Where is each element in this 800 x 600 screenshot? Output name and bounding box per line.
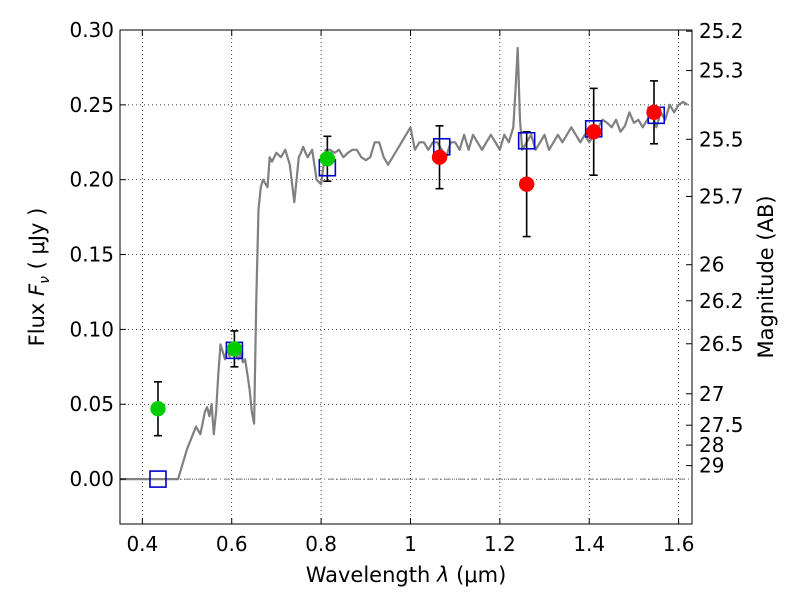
spectrum-layer: [120, 46, 689, 481]
magnitude-tick-label: 25.5: [699, 127, 744, 151]
x-tick-label: 1.4: [573, 532, 605, 556]
x-tick-label: 0.6: [216, 532, 248, 556]
magnitude-tick-label: 28: [699, 433, 724, 457]
y-tick-label: 0.15: [69, 243, 114, 267]
near-ir-photometry-point: [585, 124, 602, 140]
magnitude-axis-label: Magnitude (AB): [754, 195, 778, 358]
axis-ticks: 0.4 0.6 0.8 1 1.2 1.4 1.6 0.00 0.05 0.10 0.15 0.20 0…: [69, 18, 743, 556]
x-tick-label: 0.4: [126, 532, 158, 556]
near-ir-photometry-point: [518, 176, 535, 192]
model-photometry-square: [517, 131, 536, 150]
x-tick-label: 1: [404, 532, 417, 556]
y-axis-label-subscript: ν: [37, 276, 53, 284]
magnitude-tick-label: 27: [699, 382, 724, 406]
marker-layer: [149, 104, 666, 488]
x-axis-label: Wavelength λ (μm): [306, 563, 507, 587]
magnitude-tick-label: 26.2: [699, 289, 744, 313]
magnitude-tick-label: 26.5: [699, 332, 744, 356]
magnitude-tick-label: 25.3: [699, 59, 744, 83]
ground-based-photometry-point: [226, 341, 243, 357]
ground-based-photometry-point: [319, 150, 336, 167]
plot-frame: [119, 29, 693, 525]
x-axis-label-text: Wavelength: [306, 563, 431, 587]
magnitude-tick-label: 25.7: [699, 184, 744, 208]
y-axis-label-unit: ( μJy ): [25, 208, 49, 270]
magnitude-tick-label: 26: [699, 253, 724, 277]
y-tick-label: 0.00: [69, 467, 114, 491]
magnitude-tick-label: 25.2: [699, 19, 744, 43]
y-tick-label: 0.25: [69, 93, 114, 117]
x-tick-label: 1.6: [663, 532, 695, 556]
y-axis-label-text: Flux: [25, 303, 49, 347]
magnitude-tick-label: 27.5: [699, 413, 744, 437]
y-axis-label-symbol: F: [25, 283, 49, 296]
y-tick-label: 0.05: [69, 392, 114, 416]
x-tick-label: 0.8: [305, 532, 337, 556]
y-tick-label: 0.30: [69, 18, 114, 42]
ground-based-photometry-point: [150, 400, 166, 417]
near-ir-photometry-point: [431, 149, 448, 165]
near-ir-photometry-point: [646, 104, 662, 121]
y-axis-label: Flux Fν ( μJy ): [25, 208, 53, 347]
model-spectrum-line: [120, 46, 689, 481]
x-tick-label: 1.2: [484, 532, 516, 556]
model-photometry-square: [149, 470, 167, 488]
y-tick-label: 0.20: [69, 168, 114, 192]
y-tick-label: 0.10: [69, 317, 114, 341]
x-axis-label-symbol: λ: [436, 563, 449, 587]
x-axis-label-unit: (μm): [456, 563, 506, 587]
magnitude-tick-label: 29: [699, 454, 724, 478]
